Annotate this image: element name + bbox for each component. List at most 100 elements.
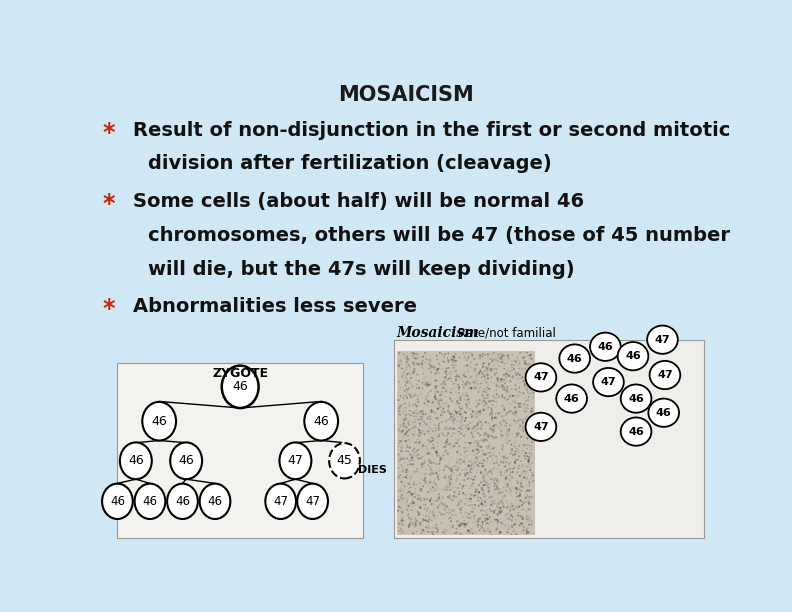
Point — [440, 364, 453, 373]
Point — [408, 463, 421, 472]
Point — [527, 476, 539, 486]
Point — [402, 420, 415, 430]
Point — [413, 378, 425, 388]
Point — [459, 348, 472, 357]
Point — [494, 417, 507, 427]
Point — [421, 449, 433, 458]
Point — [497, 457, 509, 467]
Point — [459, 405, 471, 415]
Point — [492, 393, 505, 403]
Text: Result of non-disjunction in the first or second mitotic: Result of non-disjunction in the first o… — [133, 121, 730, 140]
Point — [498, 461, 511, 471]
Point — [513, 510, 526, 520]
Point — [424, 484, 436, 494]
Point — [432, 412, 445, 422]
Point — [409, 400, 422, 409]
Point — [404, 479, 417, 488]
Point — [478, 506, 491, 516]
Point — [425, 468, 438, 477]
Point — [503, 371, 516, 381]
Point — [496, 487, 508, 497]
Point — [478, 366, 491, 376]
Point — [444, 391, 457, 401]
Point — [526, 404, 539, 414]
Point — [394, 493, 407, 502]
Point — [406, 468, 418, 477]
Point — [459, 407, 471, 417]
Point — [405, 481, 417, 491]
Point — [463, 489, 475, 499]
Point — [489, 444, 501, 453]
Point — [397, 472, 409, 482]
Point — [502, 524, 515, 534]
Point — [402, 348, 414, 358]
Point — [403, 392, 416, 401]
Point — [508, 438, 520, 447]
Point — [402, 495, 414, 505]
Point — [440, 375, 453, 385]
Point — [477, 461, 489, 471]
Point — [524, 512, 536, 521]
Point — [512, 441, 525, 451]
Point — [438, 389, 451, 399]
Point — [454, 409, 466, 419]
Point — [494, 513, 507, 523]
Point — [503, 501, 516, 511]
Point — [524, 411, 537, 421]
Point — [476, 506, 489, 515]
Point — [477, 485, 489, 495]
Point — [512, 399, 525, 409]
Point — [489, 354, 502, 364]
Text: division after fertilization (cleavage): division after fertilization (cleavage) — [148, 154, 552, 173]
Point — [487, 425, 500, 435]
Point — [499, 520, 512, 530]
Point — [409, 414, 421, 424]
Point — [470, 457, 483, 466]
Point — [453, 418, 466, 428]
Point — [424, 523, 436, 533]
Point — [440, 369, 452, 379]
Point — [469, 472, 482, 482]
Point — [450, 476, 463, 485]
Point — [495, 528, 508, 537]
Point — [512, 501, 525, 511]
Point — [513, 387, 526, 397]
Point — [490, 364, 503, 374]
Point — [404, 514, 417, 524]
Point — [521, 395, 534, 405]
Point — [483, 384, 496, 394]
Point — [430, 351, 443, 360]
Point — [425, 458, 437, 468]
Point — [398, 398, 411, 408]
Point — [407, 367, 420, 376]
Point — [404, 450, 417, 460]
Point — [460, 379, 473, 389]
Point — [424, 418, 436, 428]
Text: *: * — [102, 192, 115, 216]
Point — [465, 490, 478, 499]
Point — [410, 409, 423, 419]
Point — [447, 419, 460, 428]
Point — [398, 349, 410, 359]
Point — [478, 436, 490, 446]
Point — [442, 356, 455, 365]
Point — [444, 384, 457, 394]
Point — [462, 396, 474, 406]
Point — [401, 370, 413, 379]
Point — [458, 431, 470, 441]
Point — [423, 380, 436, 390]
Point — [481, 457, 493, 466]
Point — [412, 430, 425, 440]
Point — [397, 463, 409, 472]
Point — [476, 517, 489, 527]
Point — [499, 510, 512, 520]
Text: 46: 46 — [656, 408, 672, 418]
Point — [395, 400, 408, 410]
Point — [497, 502, 510, 512]
Point — [466, 455, 478, 465]
Point — [520, 448, 532, 458]
Point — [430, 468, 443, 478]
Point — [509, 428, 522, 438]
Point — [436, 429, 448, 439]
Point — [417, 420, 429, 430]
